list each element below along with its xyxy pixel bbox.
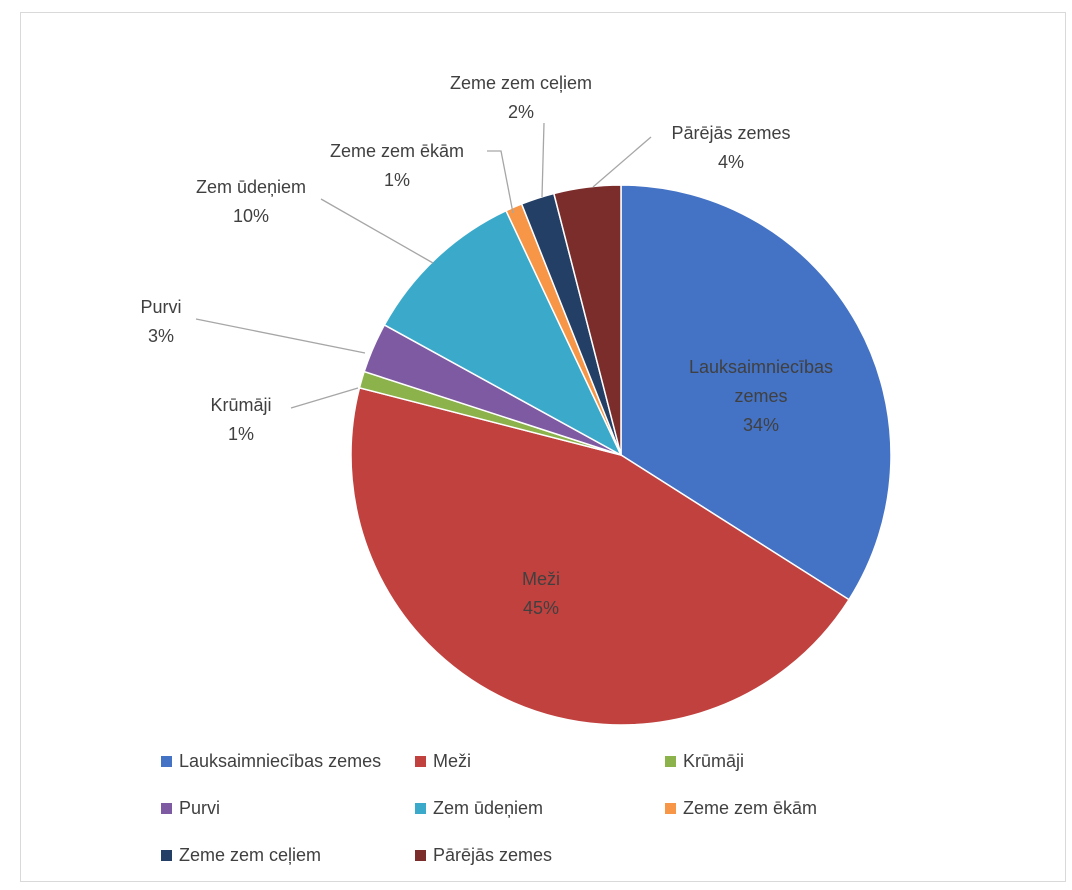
legend-swatch [161,850,172,861]
pie-slice-2 [350,386,851,726]
slice-label-2: Meži 45% [522,569,560,618]
legend-swatch [665,803,676,814]
slice-label-3: Krūmāji 1% [210,395,271,444]
leader-line-8 [592,136,652,188]
slice-label-7: Zeme zem ceļiem 2% [450,73,592,122]
slice-label-6: Zeme zem ēkām 1% [330,141,464,190]
slice-label-5: Zem ūdeņiem 10% [196,177,306,226]
leader-line-4 [195,318,366,354]
leader-line-3 [290,387,359,409]
slice-label-4: Purvi 3% [140,297,181,346]
pie-chart: Lauksaimniecības zemes 34% Meži 45% Krūmāji 1%… [140,73,892,726]
legend-label: Krūmāji [683,751,745,771]
legend-label: Purvi [179,798,221,818]
slice-label-8: Pārējās zemes 4% [671,123,790,172]
pie-slice-5 [383,209,623,457]
legend-swatch [415,803,426,814]
legend-item: Pārējās zemes [415,845,552,866]
legend-item: Krūmāji [665,751,744,772]
legend-item: Zem ūdeņiem [415,798,543,819]
legend-label: Zeme zem ceļiem [179,845,322,865]
legend-label: Meži [433,751,472,771]
legend-swatch [161,803,172,814]
pie-slice-1 [620,184,892,601]
pie-slice-8 [552,184,622,456]
legend-item: Zeme zem ēkām [665,798,817,819]
legend-item: Purvi [161,798,220,819]
leader-line-6 [487,150,514,214]
leader-line-7 [541,122,545,198]
chart-area: Lauksaimniecības zemes 34% Meži 45% Krūmāji 1%… [20,12,1066,882]
legend-item: Meži [415,751,471,772]
legend-swatch [415,850,426,861]
legend-label: Lauksaimniecības zemes [179,751,382,771]
legend-label: Pārējās zemes [433,845,553,865]
legend-swatch [415,756,426,767]
legend-swatch [665,756,676,767]
legend-item: Zeme zem ceļiem [161,845,321,866]
legend-swatch [161,756,172,767]
legend-item: Lauksaimniecības zemes [161,751,381,772]
legend-label: Zem ūdeņiem [433,798,544,818]
legend-label: Zeme zem ēkām [683,798,818,818]
leader-line-5 [320,198,434,264]
slice-label-1: Lauksaimniecības zemes 34% [689,357,833,435]
